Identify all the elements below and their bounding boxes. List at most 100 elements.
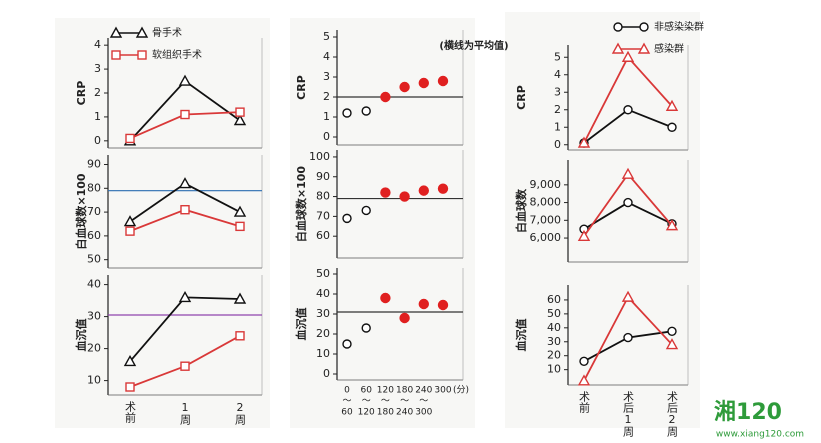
y-tick-label: 90 [316, 170, 330, 183]
marker [667, 326, 677, 337]
y-tick-label: 40 [87, 278, 101, 291]
y-tick-label: 60 [316, 229, 330, 242]
marker [342, 213, 352, 224]
y-tick-label: 30 [87, 310, 101, 323]
marker [665, 99, 679, 111]
x-tick-label: 0 [344, 386, 350, 396]
x-range-end: 180 [377, 408, 394, 418]
watermark-url: www.xiang120.com [716, 430, 804, 440]
y-tick-label: 70 [316, 209, 330, 222]
y-tick-label: 20 [316, 327, 330, 340]
marker [361, 323, 371, 333]
y-tick-label: 50 [316, 267, 330, 280]
marker [399, 81, 410, 93]
legend-label: 骨手术 [152, 26, 182, 39]
y-tick-label: 4 [94, 38, 101, 51]
marker [178, 290, 192, 303]
column-bg [290, 18, 475, 428]
y-tick-label: 60 [87, 229, 101, 242]
y-tick-label: 70 [87, 205, 101, 218]
marker [437, 183, 449, 194]
x-range-sep: ～ [362, 397, 371, 407]
y-tick-label: 0 [323, 130, 330, 143]
x-range-end: 120 [358, 408, 375, 418]
marker [125, 133, 135, 144]
y-axis-label: 白血球数×100 [294, 166, 308, 243]
marker [623, 197, 633, 208]
marker [623, 105, 633, 115]
x-unit: (分) [453, 385, 469, 396]
marker [667, 122, 677, 132]
marker [123, 354, 137, 367]
y-tick-label: 2 [323, 90, 330, 103]
annotation: (横线为平均值) [439, 39, 508, 52]
column-bg [55, 18, 270, 428]
legend-marker [637, 42, 651, 54]
marker [380, 91, 391, 103]
x-range-sep: ～ [381, 397, 390, 407]
marker [361, 106, 371, 116]
y-tick-label: 5 [323, 30, 330, 43]
marker [380, 292, 391, 304]
marker [437, 299, 449, 311]
legend-marker [135, 26, 149, 38]
marker [621, 50, 635, 62]
x-tick-label: 术前 [124, 401, 137, 424]
marker [125, 382, 135, 392]
x-tick-label: 180 [396, 386, 413, 396]
marker [342, 339, 352, 349]
legend-marker [109, 26, 123, 38]
y-tick-label: 6,000 [530, 231, 562, 244]
y-tick-label: 10 [316, 347, 330, 360]
legend-label: 非感染染群 [654, 20, 704, 33]
x-tick-label: 术前 [578, 391, 591, 414]
y-tick-label: 30 [547, 335, 561, 348]
marker [233, 114, 247, 126]
x-tick-label: 1周 [179, 401, 192, 426]
y-tick-label: 5 [554, 50, 561, 63]
y-tick-label: 1 [554, 120, 561, 133]
y-tick-label: 1 [94, 110, 101, 123]
legend-marker [611, 42, 625, 54]
y-tick-label: 0 [94, 134, 101, 147]
marker [437, 75, 449, 87]
marker [399, 312, 410, 324]
marker [577, 136, 591, 148]
marker [235, 221, 245, 232]
y-tick-label: 80 [316, 190, 330, 203]
y-tick-label: 9,000 [530, 178, 562, 191]
y-tick-label: 2 [94, 86, 101, 99]
x-tick-label: 术后2周 [666, 391, 679, 438]
marker [623, 332, 633, 343]
y-axis-label: 血沉值 [514, 319, 528, 352]
marker [235, 107, 245, 117]
marker [380, 187, 391, 198]
marker [621, 167, 635, 179]
marker [178, 177, 192, 189]
x-range-sep: ～ [400, 397, 409, 407]
marker [579, 356, 589, 366]
y-tick-label: 50 [547, 307, 561, 320]
x-tick-label: 术后1周 [622, 391, 635, 438]
y-tick-label: 8,000 [530, 196, 562, 209]
marker [180, 205, 190, 215]
y-tick-label: 3 [554, 85, 561, 98]
y-tick-label: 60 [547, 293, 561, 306]
x-tick-label: 120 [377, 386, 394, 396]
y-tick-label: 20 [87, 342, 101, 355]
marker [418, 77, 429, 89]
y-axis-label: CRP [75, 81, 88, 106]
marker [621, 290, 635, 302]
y-tick-label: 4 [554, 68, 561, 81]
y-tick-label: 10 [547, 363, 561, 376]
y-tick-label: 4 [323, 50, 330, 63]
x-range-end: 60 [341, 408, 353, 418]
marker [361, 205, 371, 216]
marker [665, 219, 679, 231]
y-tick-label: 0 [554, 138, 561, 151]
watermark-logo: 湘120 [714, 400, 782, 425]
y-tick-label: 2 [554, 103, 561, 116]
y-axis-label: 白血球数 [514, 188, 528, 233]
y-tick-label: 50 [87, 253, 101, 266]
y-axis-label: CRP [295, 75, 308, 100]
